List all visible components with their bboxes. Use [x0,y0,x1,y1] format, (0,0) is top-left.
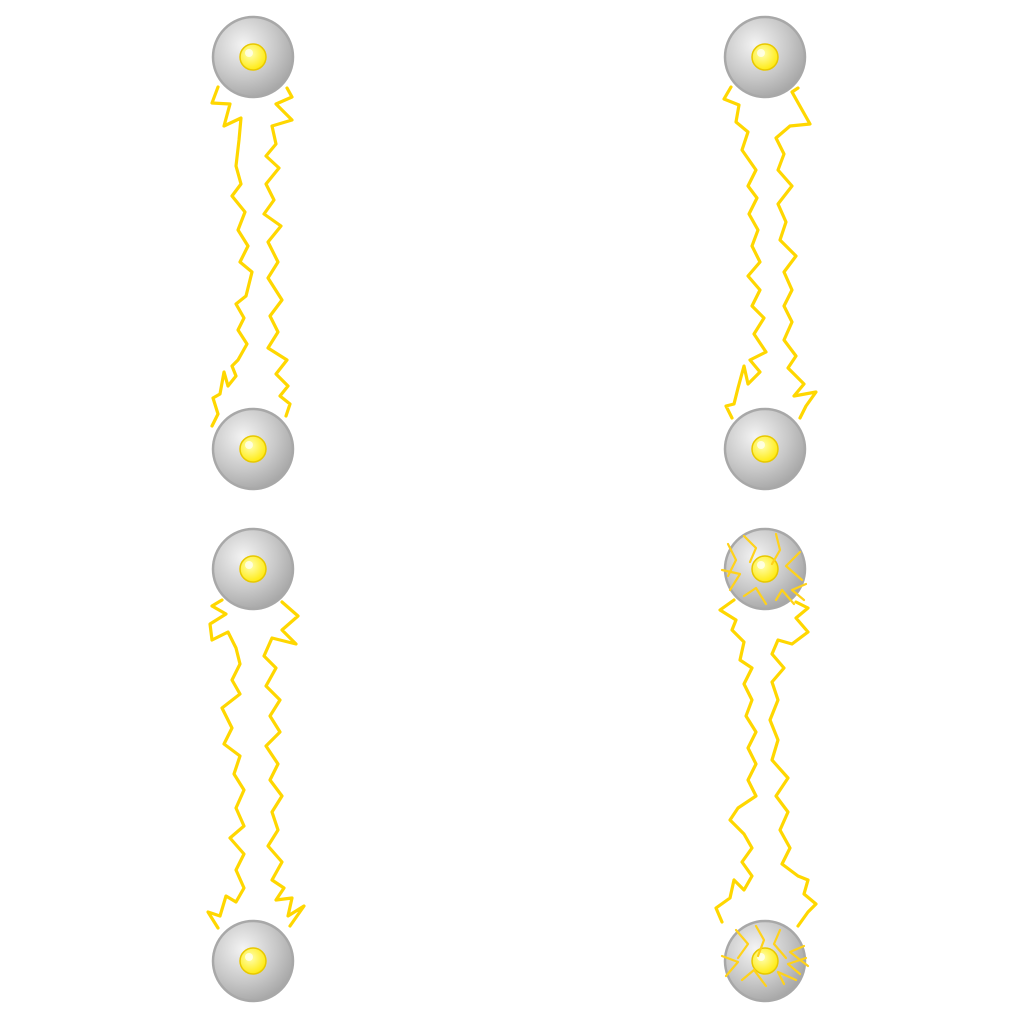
spark [720,568,742,592]
orb-core-glow [239,947,267,975]
lightning-bolt-left [714,598,758,924]
lightning-bolt-left [206,598,246,930]
orb-core-glow [751,435,779,463]
frame-4 [714,527,818,1003]
orb-core-highlight [245,953,253,961]
orb-core-highlight [757,441,765,449]
frame-1 [210,15,295,491]
orb-core-glow [751,43,779,71]
orb-core-glow [239,435,267,463]
spark [734,928,750,960]
spark [770,532,782,566]
lightning-bolt-right [262,600,306,928]
spark [772,928,788,960]
orb-core-highlight [245,561,253,569]
spark [720,954,740,978]
orb-core-highlight [757,49,765,57]
spark [740,968,768,988]
node-orb-bottom [211,407,295,491]
node-orb-top [211,527,295,611]
spark [742,534,758,564]
node-orb-bottom [723,407,807,491]
orb-core-highlight [245,49,253,57]
spark [774,588,796,606]
spark [784,550,804,582]
orb-core-highlight [245,441,253,449]
lightning-bolt-left [722,85,768,420]
spark [788,944,810,968]
frame-2 [722,15,818,491]
spark [754,924,766,958]
orb-core-highlight [757,561,765,569]
frame-3 [206,527,306,1003]
spark [790,582,808,602]
orb-core-glow [239,43,267,71]
spark [726,542,738,578]
lightning-bolt-right [774,86,818,420]
spark [742,586,768,606]
lightning-bolt-left [210,85,254,428]
orb-core-glow [239,555,267,583]
node-orb-bottom [211,919,295,1003]
lightning-bolt-right [262,86,294,418]
orb-core-glow [751,947,779,975]
spark [776,970,798,986]
lightning-bolt-right [768,600,818,928]
node-orb-top [211,15,295,99]
node-orb-top [723,527,807,611]
spark [786,956,808,976]
orb-sparks [720,532,810,988]
node-orb-top [723,15,807,99]
